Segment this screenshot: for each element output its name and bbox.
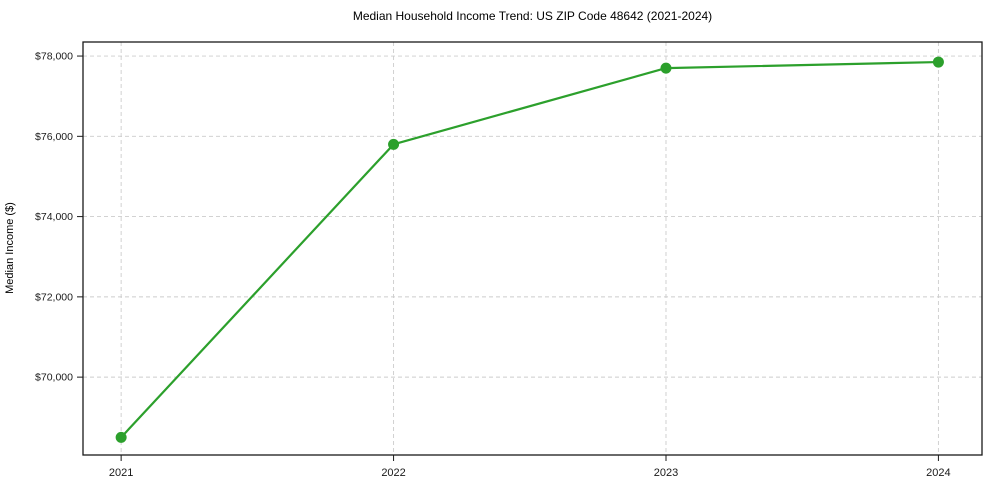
x-tick-label: 2022 — [381, 467, 405, 479]
y-tick-label: $74,000 — [35, 211, 73, 223]
y-tick-label: $76,000 — [35, 131, 73, 143]
x-tick-label: 2023 — [654, 467, 678, 479]
y-tick-label: $72,000 — [35, 291, 73, 303]
data-point-2021 — [115, 431, 127, 443]
x-tick-label: 2024 — [926, 467, 950, 479]
plot-border — [82, 41, 983, 456]
y-tick-label: $70,000 — [35, 372, 73, 384]
chart-title: Median Household Income Trend: US ZIP Co… — [352, 9, 713, 23]
data-point-2024 — [932, 56, 944, 68]
y-tick-label: $78,000 — [35, 51, 73, 63]
x-tick-label: 2021 — [109, 467, 133, 479]
trend-line — [120, 60, 940, 439]
data-point-2022 — [388, 138, 400, 150]
data-point-2023 — [660, 62, 672, 74]
